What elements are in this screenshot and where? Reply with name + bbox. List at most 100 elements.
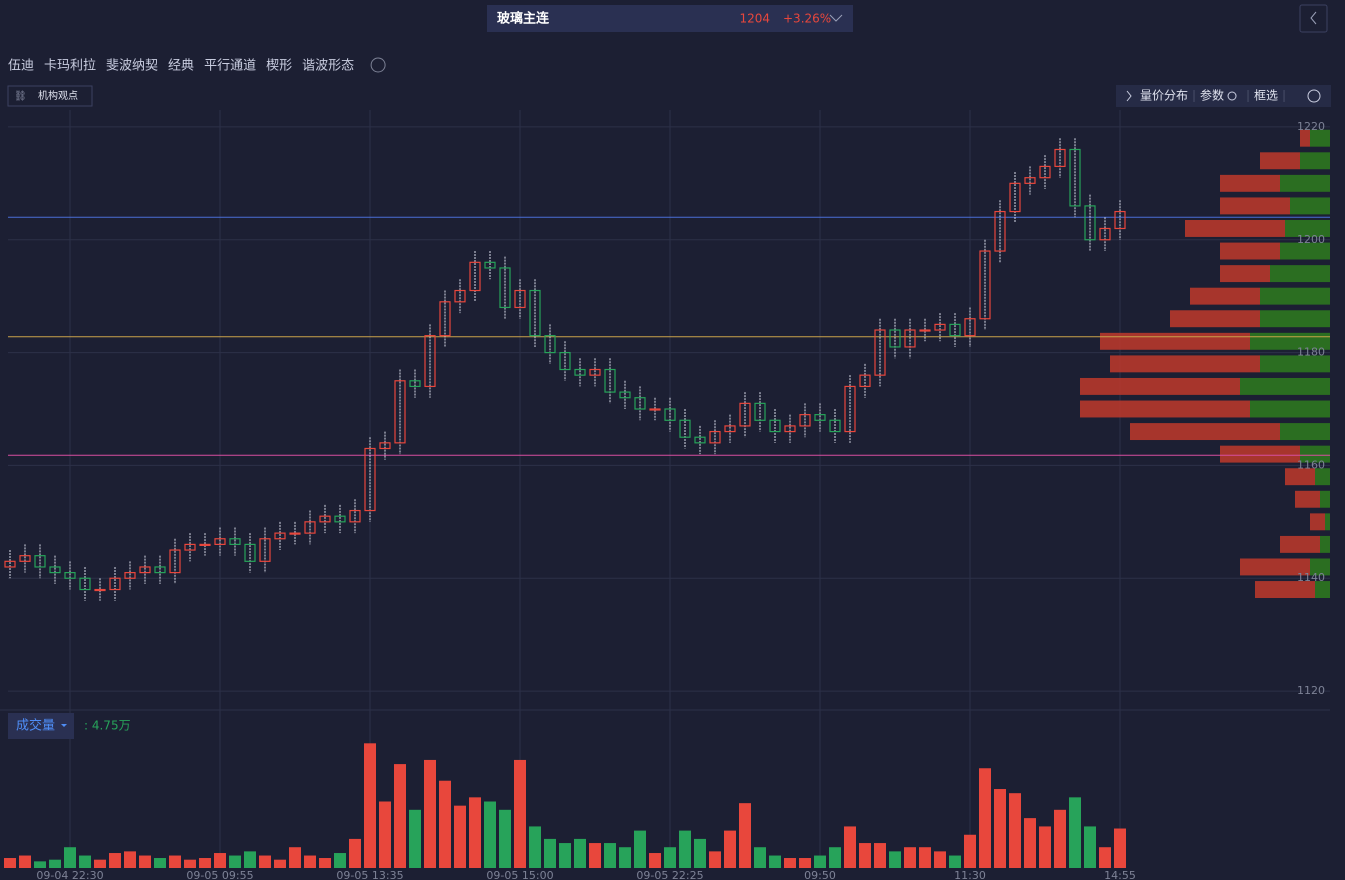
- candle-body: [289, 532, 301, 535]
- x-tick-label: 09-05 09:55: [186, 869, 253, 880]
- right-button[interactable]: 框选: [1254, 89, 1278, 103]
- right-button[interactable]: 量价分布: [1140, 89, 1188, 103]
- volume-bar: [829, 847, 841, 868]
- tool[interactable]: 经典: [168, 59, 194, 74]
- candle-body: [1114, 210, 1126, 230]
- y-tick-label: 1140: [1297, 571, 1325, 584]
- candle-body: [469, 261, 481, 292]
- volume-bar: [799, 858, 811, 868]
- tool[interactable]: 卡玛利拉: [44, 59, 96, 74]
- volume-bar: [439, 780, 451, 868]
- candle-body: [94, 588, 106, 592]
- volume-bar: [454, 805, 466, 868]
- volume-bar: [289, 847, 301, 868]
- candle-body: [139, 566, 151, 574]
- candle-body: [589, 368, 601, 376]
- profile-buy: [1315, 581, 1330, 598]
- tool[interactable]: 伍迪: [8, 59, 34, 74]
- volume-bar: [1039, 826, 1051, 868]
- volume-bar: [589, 843, 601, 868]
- y-tick-label: 1160: [1297, 458, 1325, 471]
- profile-sell: [1300, 129, 1310, 147]
- volume-bar: [814, 855, 826, 868]
- candle-body: [394, 380, 406, 444]
- x-tick-label: 09-05 13:35: [336, 869, 403, 880]
- volume-bar: [424, 759, 436, 868]
- candle-body: [979, 250, 991, 320]
- profile-sell: [1285, 468, 1315, 486]
- tool[interactable]: 楔形: [266, 59, 292, 74]
- profile-buy: [1260, 355, 1330, 373]
- candle-body: [124, 572, 136, 579]
- candle-body: [619, 391, 631, 399]
- candle-body: [274, 532, 286, 540]
- volume-bar: [664, 847, 676, 868]
- collapse-button[interactable]: [1299, 4, 1328, 33]
- candle-body: [859, 374, 871, 388]
- right-tools: 量价分布 参数 框选: [1126, 88, 1321, 103]
- volume-bar: [859, 843, 871, 868]
- volume-bar: [1024, 818, 1036, 868]
- volume-bar: [169, 855, 181, 868]
- candle-body: [904, 329, 916, 348]
- tool[interactable]: 谐波形态: [302, 59, 354, 74]
- profile-buy: [1300, 152, 1330, 170]
- candle-body: [484, 261, 496, 269]
- volume-bar: [139, 855, 151, 868]
- profile-sell: [1110, 355, 1260, 373]
- volume-dropdown: [61, 724, 67, 727]
- candle-body: [724, 425, 736, 433]
- price: 1204: [739, 12, 770, 26]
- profile-sell: [1255, 581, 1315, 598]
- candle-body: [364, 447, 376, 512]
- candle-body: [49, 566, 61, 574]
- dropdown-icon[interactable]: [829, 14, 843, 22]
- volume-bar: [544, 838, 556, 868]
- volume-bar: [229, 855, 241, 868]
- volume-bar: [34, 861, 46, 868]
- view-button[interactable]: 机构观点: [38, 89, 78, 102]
- right-button[interactable]: 参数: [1200, 88, 1224, 103]
- tool[interactable]: 平行通道: [204, 59, 256, 74]
- volume-bar: [904, 847, 916, 868]
- candle-body: [934, 323, 946, 331]
- y-tick-label: 1180: [1297, 346, 1325, 359]
- volume-bar: [844, 826, 856, 868]
- candle-body: [169, 549, 181, 574]
- help-icon: [370, 57, 386, 73]
- view-icon: ⛓: [14, 90, 27, 102]
- candle-body: [349, 509, 361, 523]
- candle-body: [334, 515, 346, 523]
- volume-bar: [919, 847, 931, 868]
- candle-body: [439, 301, 451, 337]
- profile-buy: [1280, 174, 1330, 192]
- candle-body: [799, 414, 811, 427]
- y-tick-label: 1220: [1297, 120, 1325, 133]
- tool[interactable]: 斐波纳契: [106, 59, 158, 74]
- volume-bar: [754, 847, 766, 868]
- symbol-box[interactable]: [487, 5, 853, 32]
- volume-bar: [634, 830, 646, 868]
- volume-bar: [979, 768, 991, 868]
- candle-body: [1084, 205, 1096, 241]
- view-box[interactable]: [7, 85, 93, 107]
- volume-bar: [409, 809, 421, 868]
- volume-bar: [94, 859, 106, 868]
- profile-sell: [1080, 400, 1250, 418]
- volume-bar: [559, 843, 571, 868]
- candle-body: [514, 289, 526, 309]
- volume-bar: [679, 830, 691, 868]
- candle-body: [1024, 177, 1036, 184]
- profile-buy: [1320, 535, 1330, 553]
- volume-bar: [109, 853, 121, 868]
- volume-bar: [124, 851, 136, 868]
- candle-body: [409, 380, 421, 388]
- candle-body: [184, 543, 196, 551]
- candle-body: [964, 318, 976, 337]
- profile-sell: [1310, 513, 1325, 531]
- volume-bar: [784, 858, 796, 868]
- candle-body: [694, 436, 706, 444]
- candle-body: [634, 397, 646, 410]
- volume-bar: [199, 858, 211, 868]
